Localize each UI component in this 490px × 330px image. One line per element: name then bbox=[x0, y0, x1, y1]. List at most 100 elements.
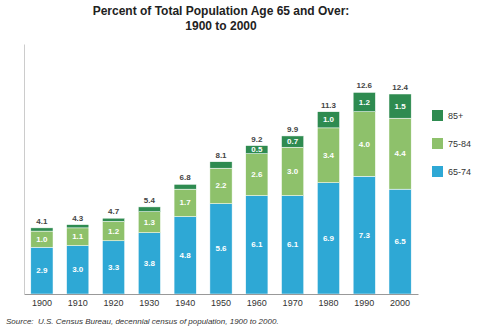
bar-segment bbox=[282, 147, 304, 195]
plot-area: 1900 1910 1920 1930 1940 1950 1960 1970 1980 1990… bbox=[25, 45, 419, 309]
data-label: 2.2 bbox=[215, 181, 227, 190]
y-axis bbox=[24, 45, 25, 295]
data-label: 1.2 bbox=[108, 227, 120, 236]
total-label: 4.1 bbox=[36, 217, 48, 226]
data-label: 0.7 bbox=[287, 137, 299, 146]
data-label: 6.5 bbox=[395, 237, 407, 246]
x-axis: 1900 1910 1920 1930 1940 1950 1960 1970 1980 1990… bbox=[25, 295, 419, 309]
bar-segment bbox=[282, 196, 304, 294]
bar-segment bbox=[102, 221, 124, 240]
bar-segment bbox=[389, 118, 411, 189]
data-label: 3.4 bbox=[323, 151, 335, 160]
bar-series bbox=[31, 92, 411, 231]
x-axis-line bbox=[25, 294, 419, 295]
bar-segment bbox=[210, 168, 232, 203]
bar-segment bbox=[31, 247, 53, 294]
x-tick: 1990 bbox=[354, 298, 374, 308]
bar-series bbox=[31, 112, 411, 247]
total-label: 12.4 bbox=[392, 83, 408, 92]
bar-segment bbox=[317, 183, 339, 294]
bar-segment bbox=[389, 94, 411, 118]
x-tick-label: 1920 bbox=[104, 298, 124, 308]
x-tick-label: 1980 bbox=[318, 298, 338, 308]
bar-segment bbox=[210, 162, 232, 168]
x-tick-label: 1930 bbox=[139, 298, 159, 308]
bar-segment bbox=[246, 154, 268, 196]
y-axis-line bbox=[24, 45, 25, 295]
legend-item: 85+ bbox=[432, 110, 463, 121]
data-label: 1.5 bbox=[395, 102, 407, 111]
bar-segment bbox=[317, 112, 339, 128]
bar-segment bbox=[138, 233, 160, 294]
bar-segment bbox=[102, 218, 124, 221]
data-label: 1.2 bbox=[359, 98, 371, 107]
data-label: 7.3 bbox=[359, 231, 371, 240]
bar-segment bbox=[102, 241, 124, 294]
total-label: 12.6 bbox=[356, 81, 372, 90]
bar-segment bbox=[138, 212, 160, 233]
data-label: 4.8 bbox=[180, 251, 192, 260]
x-tick: 1950 bbox=[211, 298, 231, 308]
bar-segment bbox=[210, 204, 232, 294]
chart: 1900 1910 1920 1930 1940 1950 1960 1970 1980 1990… bbox=[0, 0, 490, 330]
data-label: 1.0 bbox=[323, 115, 335, 124]
data-label: 5.6 bbox=[215, 244, 227, 253]
title-line: 1900 to 2000 bbox=[185, 19, 257, 33]
bar-segment bbox=[246, 196, 268, 294]
bar-segment bbox=[389, 189, 411, 294]
bar-segment bbox=[174, 217, 196, 294]
data-label: 6.1 bbox=[251, 240, 263, 249]
x-tick: 1900 bbox=[32, 298, 52, 308]
x-tick-label: 1900 bbox=[32, 298, 52, 308]
bars bbox=[31, 92, 411, 294]
data-label: 2.9 bbox=[36, 266, 48, 275]
total-label: 6.8 bbox=[180, 173, 192, 182]
bar-segment bbox=[174, 189, 196, 216]
x-tick: 1910 bbox=[68, 298, 88, 308]
x-tick-label: 1990 bbox=[354, 298, 374, 308]
bar-segment bbox=[317, 128, 339, 183]
bar-segment bbox=[353, 176, 375, 294]
x-tick-label: 1970 bbox=[283, 298, 303, 308]
data-label: 1.0 bbox=[36, 235, 48, 244]
title-line: Percent of Total Population Age 65 and O… bbox=[93, 4, 350, 18]
legend: 85+ 75-84 65-74 bbox=[432, 110, 471, 177]
bar-segment bbox=[31, 228, 53, 231]
total-label: 5.4 bbox=[144, 196, 156, 205]
legend-label: 75-84 bbox=[448, 139, 471, 149]
legend-swatch bbox=[432, 166, 443, 177]
x-tick: 2000 bbox=[390, 298, 410, 308]
x-tick-label: 1910 bbox=[68, 298, 88, 308]
x-tick: 1940 bbox=[175, 298, 195, 308]
legend-swatch bbox=[432, 110, 443, 121]
x-tick-label: 1960 bbox=[247, 298, 267, 308]
total-label: 8.1 bbox=[215, 151, 227, 160]
x-tick-label: 1940 bbox=[175, 298, 195, 308]
data-label: 6.9 bbox=[323, 234, 335, 243]
total-label: 9.2 bbox=[251, 135, 263, 144]
total-label: 4.3 bbox=[72, 214, 84, 223]
x-tick-label: 2000 bbox=[390, 298, 410, 308]
bar-segment bbox=[353, 92, 375, 111]
x-tick-label: 1950 bbox=[211, 298, 231, 308]
legend-swatch bbox=[432, 138, 443, 149]
total-label: 9.9 bbox=[287, 125, 299, 134]
bar-segment bbox=[246, 146, 268, 154]
data-label: 0.5 bbox=[251, 145, 263, 154]
data-label: 3.8 bbox=[144, 259, 156, 268]
legend-label: 65-74 bbox=[448, 167, 471, 177]
x-tick: 1930 bbox=[139, 298, 159, 308]
bar-segment bbox=[67, 225, 89, 228]
data-label: 2.6 bbox=[251, 170, 263, 179]
legend-item: 75-84 bbox=[432, 138, 471, 149]
bar-segment bbox=[174, 184, 196, 189]
x-tick: 1920 bbox=[104, 298, 124, 308]
bar-segment bbox=[353, 112, 375, 177]
legend-label: 85+ bbox=[448, 111, 463, 121]
bar-segment bbox=[31, 231, 53, 247]
x-tick: 1960 bbox=[247, 298, 267, 308]
bar-segment bbox=[67, 246, 89, 294]
title: Percent of Total Population Age 65 and O… bbox=[93, 4, 350, 33]
bar-segment bbox=[67, 228, 89, 246]
data-label: 1.1 bbox=[72, 232, 84, 241]
